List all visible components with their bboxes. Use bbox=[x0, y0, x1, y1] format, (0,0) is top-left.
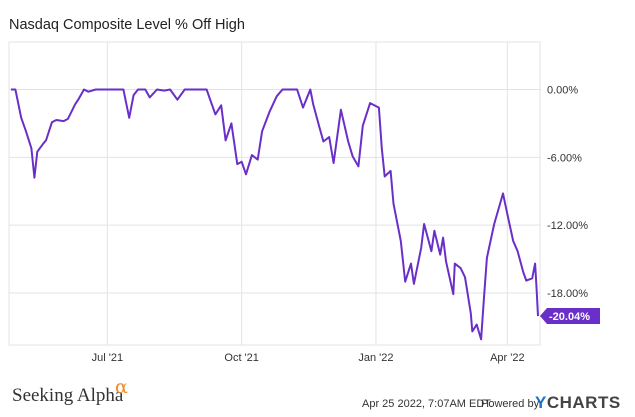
chart-title: Nasdaq Composite Level % Off High bbox=[9, 17, 245, 33]
x-tick-label: Apr '22 bbox=[490, 352, 525, 364]
x-tick-label: Oct '21 bbox=[224, 352, 259, 364]
timestamp: Apr 25 2022, 7:07AM EDT. bbox=[362, 398, 493, 410]
plot-frame bbox=[8, 41, 541, 346]
x-tick-label: Jan '22 bbox=[358, 352, 393, 364]
last-value-label: -20.04% bbox=[549, 311, 590, 323]
y-tick-label: -12.00% bbox=[547, 220, 588, 232]
last-value-badge bbox=[540, 308, 600, 325]
alpha-symbol: α bbox=[115, 376, 128, 398]
y-tick-label: 0.00% bbox=[547, 84, 578, 96]
ycharts-logo: YCHARTS bbox=[535, 393, 621, 413]
x-tick-label: Jul '21 bbox=[92, 352, 123, 364]
y-tick-label: -6.00% bbox=[547, 152, 582, 164]
powered-by-text: Powered by bbox=[481, 398, 540, 410]
x-axis-ticks: Jul '21 Oct '21 Jan '22 Apr '22 bbox=[92, 352, 525, 364]
seeking-alpha-logo: Seeking Alpha bbox=[12, 385, 124, 406]
y-tick-label: -18.00% bbox=[547, 288, 588, 300]
grid-layer bbox=[8, 41, 541, 346]
last-value-marker: -20.04% bbox=[540, 308, 600, 325]
ycharts-wordmark: CHARTS bbox=[546, 393, 621, 412]
series-layer bbox=[11, 88, 539, 341]
series-line bbox=[11, 88, 539, 341]
y-axis-ticks: 0.00% -6.00% -12.00% -18.00% bbox=[547, 84, 588, 300]
ycharts-y: Y bbox=[535, 393, 547, 412]
